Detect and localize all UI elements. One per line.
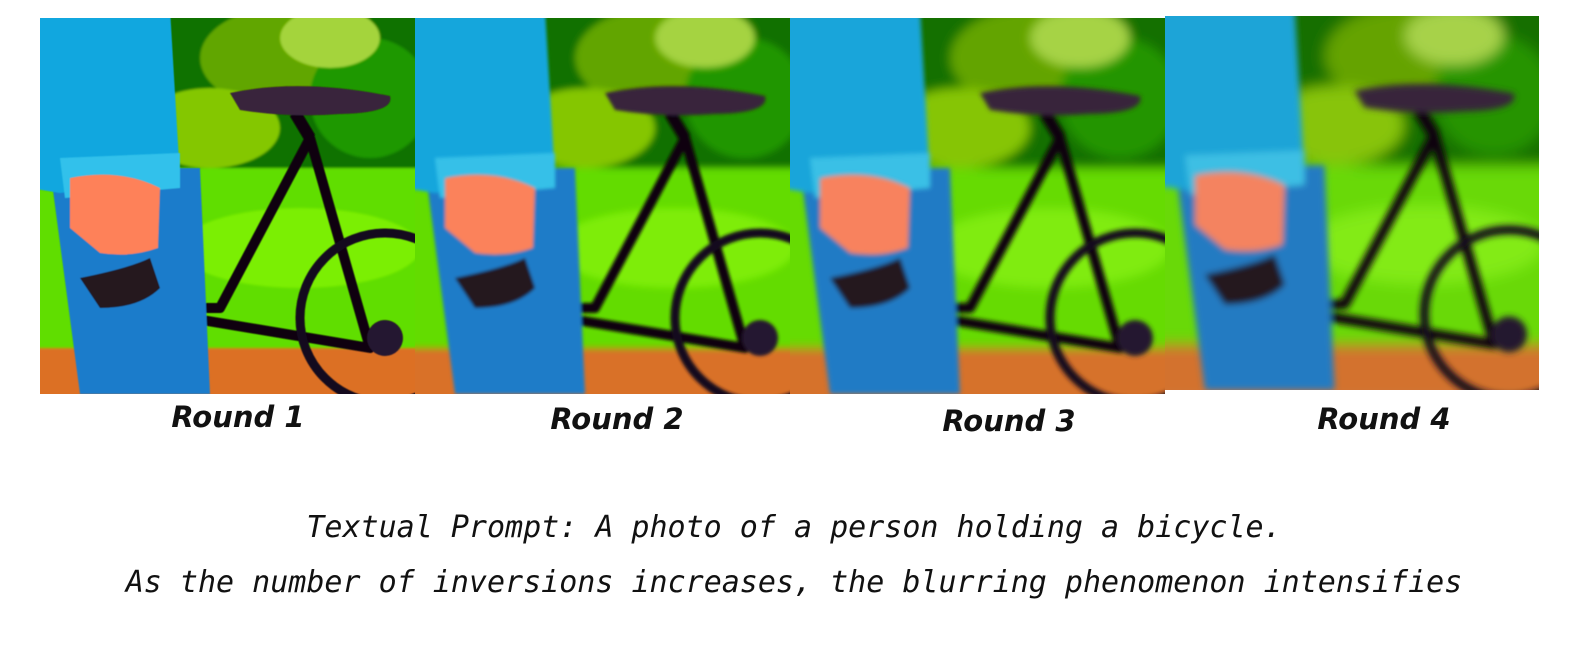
scene-image [40,18,415,394]
caption-prompt: Textual Prompt: A photo of a person hold… [306,510,1282,545]
scene-image [415,18,790,394]
photo-panel-round-2 [415,18,790,394]
photo-panel-round-1 [40,18,415,394]
scene-image [790,18,1165,394]
photo-panel-round-4 [1165,16,1539,390]
scene-image [1165,16,1539,390]
round-label-2: Round 2 [550,402,684,436]
round-label-1: Round 1 [171,400,305,434]
photo-panel-round-3 [790,18,1165,394]
round-label-4: Round 4 [1317,402,1451,436]
caption-observation: As the number of inversions increases, t… [125,565,1463,600]
round-label-3: Round 3 [942,404,1076,438]
